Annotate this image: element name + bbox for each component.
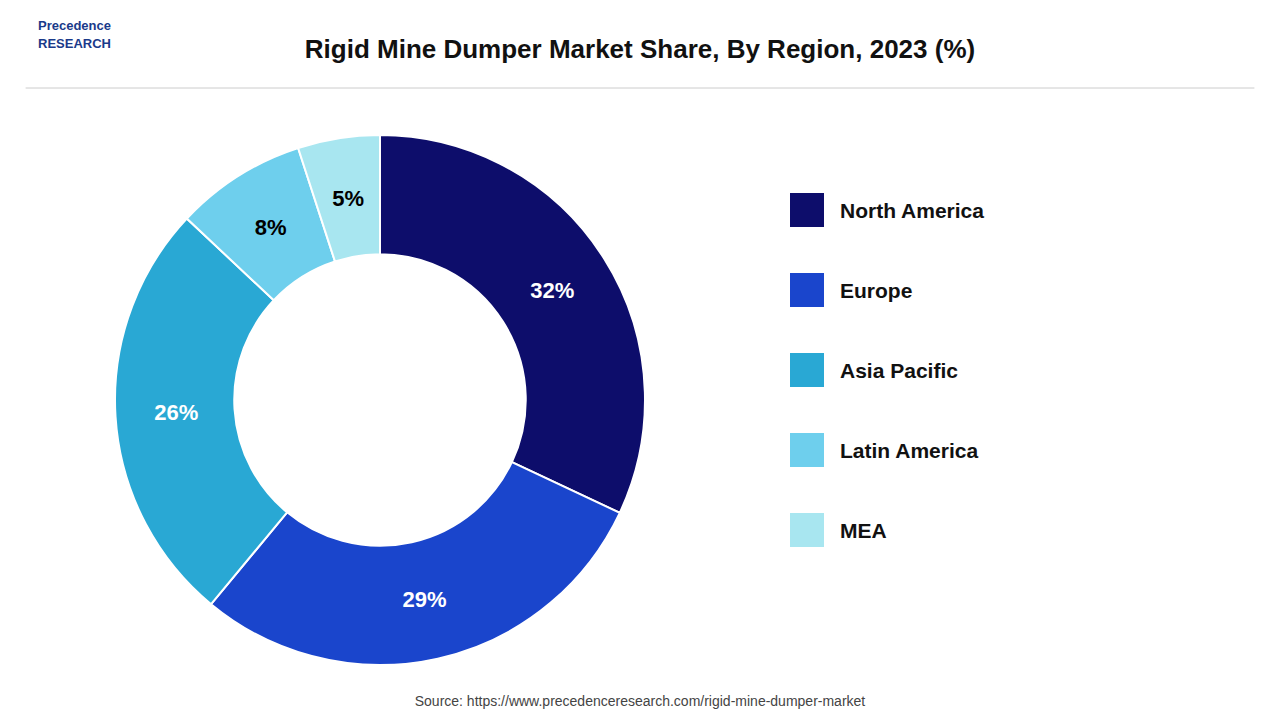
data-label: 32%	[530, 278, 574, 303]
legend: North America Europe Asia Pacific Latin Ame…	[790, 193, 984, 547]
legend-item: MEA	[790, 513, 887, 547]
legend-item: Latin America	[790, 433, 978, 467]
legend-label: Latin America	[840, 439, 978, 462]
legend-label: Europe	[840, 279, 912, 302]
donut	[115, 135, 645, 665]
legend-item: North America	[790, 193, 984, 227]
legend-item: Asia Pacific	[790, 353, 958, 387]
legend-label: MEA	[840, 519, 887, 542]
legend-swatch	[790, 353, 824, 387]
data-labels: 32% 29% 26% 8% 5%	[154, 186, 574, 612]
chart: Rigid Mine Dumper Market Share, By Regio…	[0, 0, 1280, 720]
separator	[26, 88, 1255, 89]
logo-line: Precedence	[38, 18, 111, 33]
chart-container: Rigid Mine Dumper Market Share, By Regio…	[0, 0, 1280, 720]
data-label: 29%	[402, 587, 446, 612]
legend-label: Asia Pacific	[840, 359, 958, 382]
logo-line: RESEARCH	[38, 36, 111, 51]
legend-item: Europe	[790, 273, 912, 307]
legend-label: North America	[840, 199, 984, 222]
slice	[298, 135, 380, 261]
data-label: 8%	[255, 215, 287, 240]
legend-swatch	[790, 433, 824, 467]
legend-swatch	[790, 513, 824, 547]
slice	[211, 462, 620, 665]
data-label: 26%	[154, 400, 198, 425]
legend-swatch	[790, 193, 824, 227]
title: Rigid Mine Dumper Market Share, By Regio…	[305, 34, 975, 64]
logo: Precedence RESEARCH	[38, 18, 111, 51]
data-label: 5%	[332, 186, 364, 211]
source: Source: https://www.precedenceresearch.c…	[415, 693, 866, 709]
slice	[380, 135, 645, 513]
legend-swatch	[790, 273, 824, 307]
